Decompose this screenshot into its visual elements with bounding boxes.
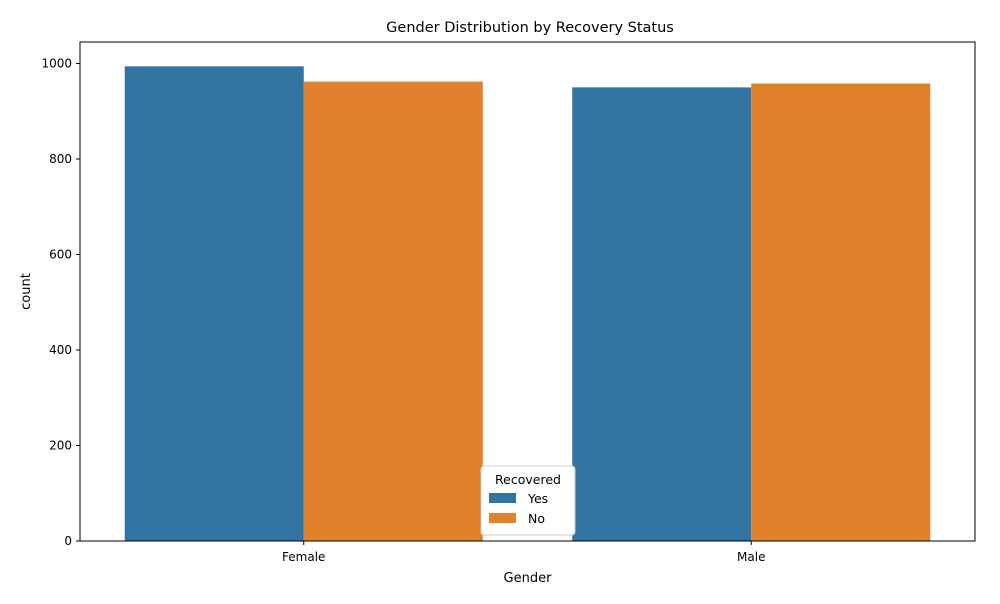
legend-title: Recovered <box>495 472 561 487</box>
x-axis: Female Male <box>282 541 765 564</box>
legend-label-yes: Yes <box>527 491 548 506</box>
y-tick-label: 600 <box>49 247 72 261</box>
plot-area: 0 200 400 600 800 1000 Female Male <box>41 41 976 564</box>
plot-frame <box>79 41 976 542</box>
bars-group <box>124 66 931 542</box>
legend-label-no: No <box>528 511 545 526</box>
y-tick-label: 200 <box>49 438 72 452</box>
y-tick-label: 1000 <box>41 56 72 70</box>
legend-swatch-no <box>489 513 516 523</box>
y-axis-label: count <box>19 273 34 310</box>
legend-items: Yes No <box>489 491 548 526</box>
bar-male-yes <box>572 87 752 541</box>
legend: Recovered Yes No <box>480 465 576 536</box>
bar-female-yes <box>124 66 304 541</box>
x-tick-label: Female <box>282 550 325 564</box>
bar-female-no <box>303 81 483 542</box>
bar-male-no <box>751 83 931 541</box>
chart-title: Gender Distribution by Recovery Status <box>386 20 674 36</box>
y-tick-label: 400 <box>49 343 72 357</box>
x-axis-label: Gender <box>504 571 553 586</box>
x-tick-label: Male <box>737 550 765 564</box>
y-tick-label: 800 <box>49 152 72 166</box>
y-axis: 0 200 400 600 800 1000 <box>41 56 80 548</box>
y-tick-label: 0 <box>64 534 72 548</box>
legend-swatch-yes <box>489 493 516 503</box>
